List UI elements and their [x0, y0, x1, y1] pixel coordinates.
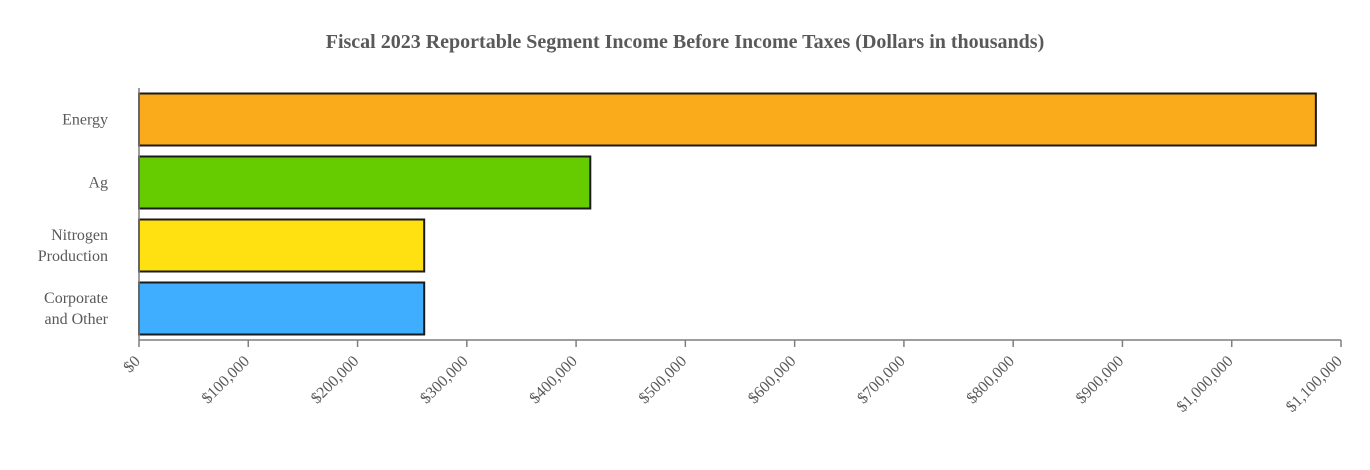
x-tick-label-10: $1,000,000: [1174, 353, 1237, 416]
category-label-2-0: Nitrogen: [51, 227, 108, 244]
x-tick-label-6: $600,000: [745, 353, 799, 407]
bars-group: [138, 92, 1317, 336]
x-tick-label-9: $900,000: [1073, 353, 1127, 407]
chart-title: Fiscal 2023 Reportable Segment Income Be…: [326, 31, 1045, 53]
x-tick-label-5: $500,000: [636, 353, 690, 407]
bar-0: [138, 92, 1317, 147]
x-tick-label-1: $100,000: [199, 353, 253, 407]
category-label-3-1: and Other: [44, 311, 108, 328]
category-label-0-0: Energy: [62, 112, 108, 129]
category-label-2-1: Production: [38, 248, 108, 265]
category-label-1-0: Ag: [88, 175, 108, 192]
x-tick-label-11: $1,100,000: [1283, 353, 1346, 416]
x-tick-label-8: $800,000: [964, 353, 1018, 407]
bar-3: [138, 281, 426, 336]
bar-1: [138, 155, 592, 210]
x-tick-label-0: $0: [120, 353, 143, 376]
category-labels: Energy Ag Nitrogen Production Corporate and O…: [38, 112, 109, 329]
x-tick-label-4: $400,000: [526, 353, 580, 407]
category-label-3-0: Corporate: [44, 290, 108, 307]
bar-2: [138, 218, 426, 273]
x-tick-label-3: $300,000: [417, 353, 471, 407]
x-tick-label-7: $700,000: [854, 353, 908, 407]
x-tick-label-2: $200,000: [308, 353, 362, 407]
x-axis-ticks: $0 $100,000 $200,000 $300,000 $400,000 $500,0…: [120, 340, 1346, 416]
